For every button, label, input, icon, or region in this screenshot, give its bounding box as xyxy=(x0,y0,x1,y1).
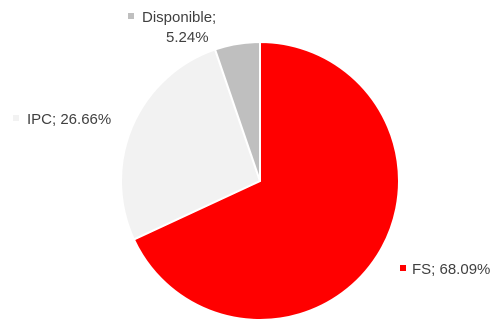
fs-data-label: FS; 68.09% xyxy=(412,261,490,278)
disponible-label-marker xyxy=(128,13,134,19)
disponible-data-label-line2: 5.24% xyxy=(166,29,209,46)
ipc-label-marker xyxy=(13,115,19,121)
disponible-data-label-line1: Disponible; xyxy=(142,9,216,26)
pie-slices xyxy=(120,41,400,321)
pie-slice-fs xyxy=(132,41,400,321)
data-labels: FS; 68.09% IPC; 26.66% Disponible; 5.24% xyxy=(13,9,490,278)
pie-slice-ipc xyxy=(120,48,261,241)
ipc-data-label: IPC; 26.66% xyxy=(27,111,111,128)
pie-slice-disponible xyxy=(214,41,261,182)
fs-label-marker xyxy=(400,265,406,271)
